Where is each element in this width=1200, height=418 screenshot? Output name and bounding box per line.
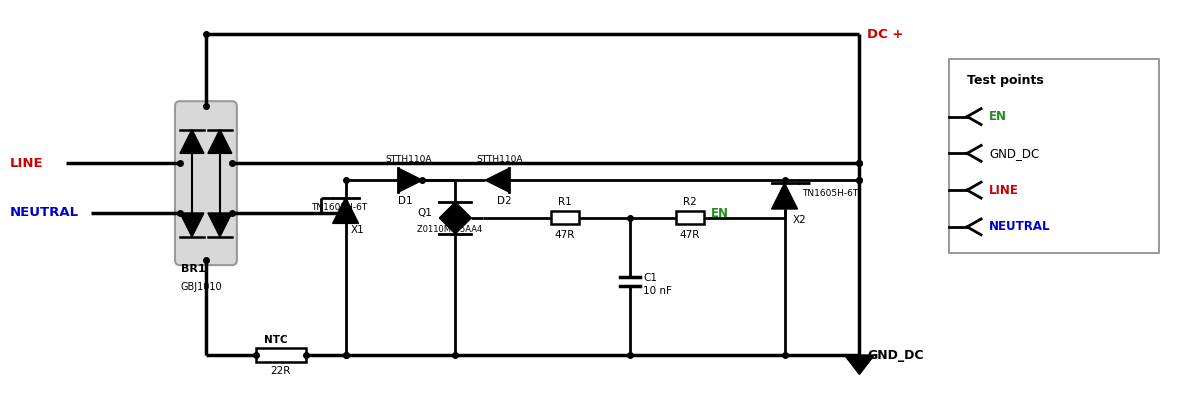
FancyBboxPatch shape: [175, 101, 236, 265]
Text: R2: R2: [683, 196, 697, 206]
Polygon shape: [332, 198, 359, 223]
Text: STTH110A: STTH110A: [385, 155, 432, 164]
Text: EN: EN: [989, 110, 1007, 123]
Text: LINE: LINE: [10, 157, 43, 170]
Bar: [676, 212, 703, 224]
Text: X1: X1: [350, 225, 365, 235]
Polygon shape: [439, 218, 472, 234]
Text: EN: EN: [710, 207, 728, 220]
Text: 47R: 47R: [679, 230, 700, 240]
Text: NEUTRAL: NEUTRAL: [989, 220, 1050, 233]
Polygon shape: [439, 202, 472, 218]
Polygon shape: [180, 130, 204, 153]
Text: LINE: LINE: [989, 184, 1019, 196]
Polygon shape: [208, 130, 232, 153]
Bar: [551, 212, 580, 224]
Text: GND_DC: GND_DC: [868, 349, 924, 362]
Text: GBJ1010: GBJ1010: [181, 282, 222, 292]
Text: TN1605H-6T: TN1605H-6T: [311, 203, 367, 212]
Text: 22R: 22R: [270, 367, 290, 377]
Text: BR1: BR1: [181, 264, 205, 274]
Text: 10 nF: 10 nF: [643, 286, 672, 296]
Text: C1: C1: [643, 273, 656, 283]
Polygon shape: [180, 213, 204, 237]
Text: D2: D2: [497, 196, 511, 206]
Text: Z0110MN 5AA4: Z0110MN 5AA4: [418, 225, 482, 234]
Polygon shape: [772, 183, 798, 209]
Text: TN1605H-6T: TN1605H-6T: [803, 189, 859, 198]
Polygon shape: [845, 355, 875, 375]
Text: Q1: Q1: [418, 208, 432, 218]
Text: 47R: 47R: [554, 230, 575, 240]
Bar: [949, 59, 1159, 253]
Text: GND_DC: GND_DC: [989, 147, 1039, 160]
Text: D1: D1: [398, 196, 413, 206]
Text: DC +: DC +: [868, 28, 904, 41]
Text: NEUTRAL: NEUTRAL: [10, 206, 78, 219]
Text: NTC: NTC: [264, 334, 288, 344]
Text: STTH110A: STTH110A: [476, 155, 522, 164]
Text: X2: X2: [792, 215, 806, 225]
Polygon shape: [485, 168, 509, 192]
Polygon shape: [398, 168, 422, 192]
Text: R1: R1: [558, 196, 572, 206]
Polygon shape: [208, 213, 232, 237]
Bar: [256, 348, 306, 362]
Text: Test points: Test points: [967, 74, 1044, 87]
